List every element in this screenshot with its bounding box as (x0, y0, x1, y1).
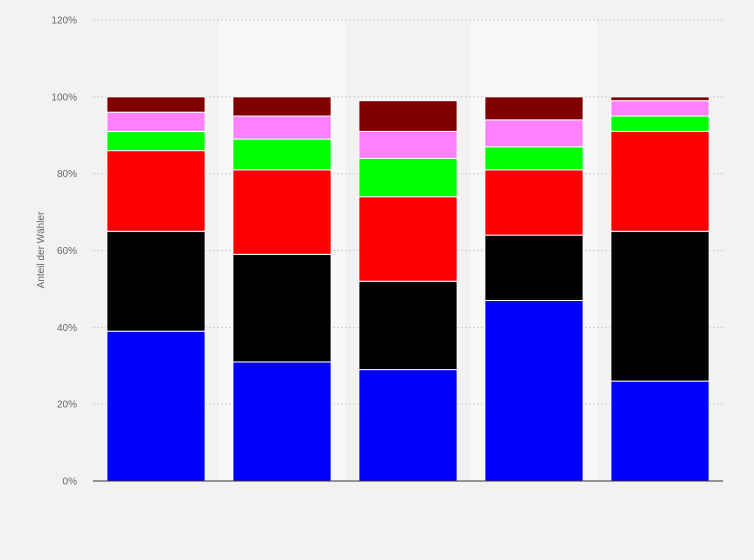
bar-segment (358, 157, 458, 198)
y-tick-label: 100% (51, 92, 77, 103)
y-tick-label: 0% (63, 477, 78, 488)
bar-segment (610, 230, 710, 382)
bar-segment (106, 330, 206, 482)
y-tick-label: 60% (57, 246, 77, 257)
bar-segment (232, 138, 332, 171)
y-axis-title: Anteil der Wähler (36, 211, 47, 288)
bar-segment (610, 100, 710, 117)
y-tick-label: 80% (57, 169, 77, 180)
bar-segment (358, 100, 458, 132)
bar-segment (484, 169, 584, 236)
bar-segment (106, 230, 206, 332)
bar-segment (610, 115, 710, 132)
bar-segment (106, 130, 206, 152)
bar-segment (610, 380, 710, 482)
y-tick-label: 40% (57, 323, 77, 334)
bar-segment (106, 96, 206, 113)
bar-segment (232, 361, 332, 482)
bar-segment (232, 96, 332, 117)
bar-segment (358, 280, 458, 371)
bar-segment (232, 253, 332, 363)
bar-segment (232, 115, 332, 140)
y-tick-label: 120% (51, 16, 77, 27)
bar-segment (484, 96, 584, 121)
bar-segment (610, 96, 710, 102)
bar-segment (106, 150, 206, 232)
bar-segment (610, 130, 710, 232)
bar-segment (106, 111, 206, 132)
bar-segment (232, 169, 332, 255)
bar-segment (484, 234, 584, 301)
bar-segment (358, 130, 458, 159)
bar-segment (358, 196, 458, 282)
bar-segment (358, 369, 458, 482)
bars (106, 96, 710, 482)
bar-segment (484, 119, 584, 148)
y-tick-label: 20% (57, 400, 77, 411)
bar-segment (484, 299, 584, 482)
bar-segment (484, 146, 584, 171)
